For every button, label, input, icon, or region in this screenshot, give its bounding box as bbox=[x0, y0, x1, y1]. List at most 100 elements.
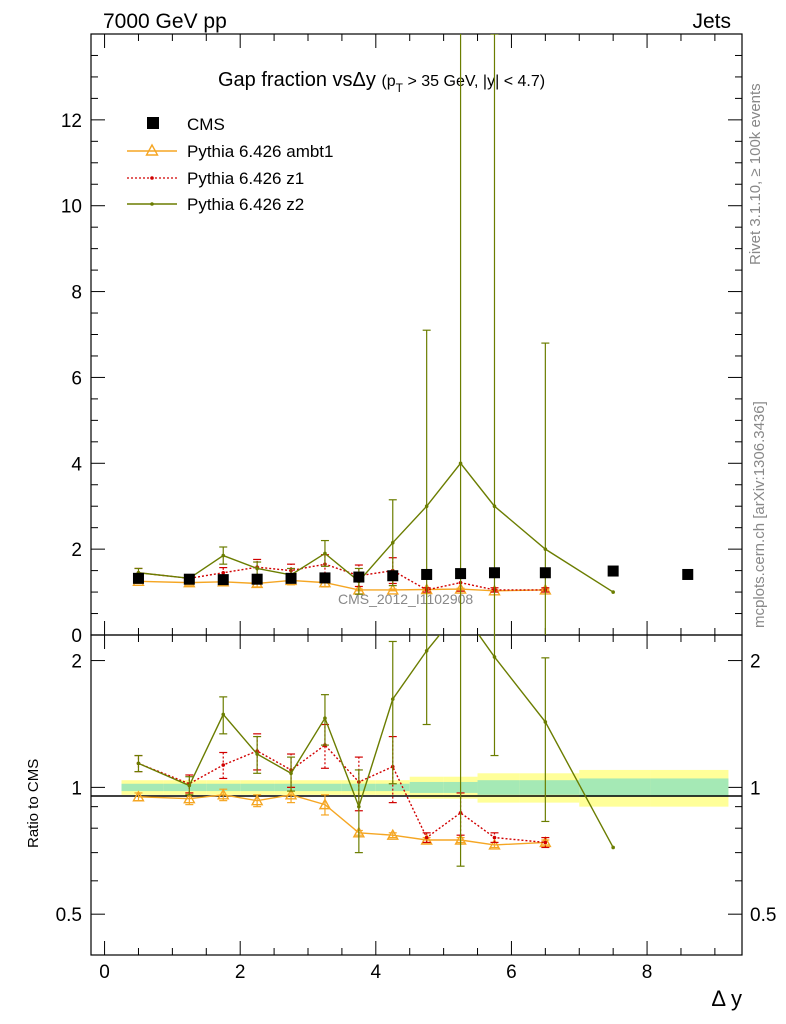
mcplots-label: mcplots.cern.ch [arXiv:1306.3436] bbox=[751, 401, 768, 628]
category-label: Jets bbox=[692, 10, 731, 33]
x-tick-label: 8 bbox=[642, 962, 653, 983]
cms-band-inner bbox=[650, 778, 729, 797]
cms-band-inner bbox=[477, 780, 520, 795]
point-z2 bbox=[255, 566, 259, 571]
ratio-point-ambt1 bbox=[488, 838, 501, 850]
title-cut-p: (p bbox=[381, 73, 395, 90]
plot-title: Gap fraction vsΔy (pT > 35 GeV, |y| < 4.… bbox=[218, 69, 545, 95]
main-y-tick-label: 6 bbox=[71, 368, 82, 389]
x-axis-label: Δ y bbox=[711, 986, 742, 1011]
ratio-y-axis-label: Ratio to CMS bbox=[25, 759, 42, 848]
point-z2 bbox=[424, 504, 429, 509]
cms-data-point bbox=[682, 568, 694, 580]
cms-data-point bbox=[183, 573, 195, 585]
point-z2 bbox=[221, 553, 226, 558]
legend-cms-label: CMS bbox=[187, 115, 225, 134]
ratio-y-tick-label-left: 2 bbox=[71, 652, 82, 673]
point-z2 bbox=[323, 551, 327, 556]
legend-ambt1-label: Pythia 6.426 ambt1 bbox=[187, 142, 333, 161]
energy-label: 7000 GeV pp bbox=[103, 10, 227, 33]
cms-band-inner bbox=[206, 783, 241, 792]
legend-ambt1-marker bbox=[145, 143, 159, 156]
cms-data-point bbox=[319, 572, 331, 584]
main-panel-marks bbox=[132, 34, 694, 635]
cms-band-inner bbox=[579, 778, 651, 797]
title-cut-rest: > 35 GeV, |y| < 4.7) bbox=[403, 73, 545, 90]
cms-data-point bbox=[353, 571, 365, 583]
point-z2 bbox=[390, 540, 395, 545]
cms-band-inner bbox=[308, 783, 342, 792]
legend-z1-marker bbox=[150, 176, 154, 180]
main-y-tick-label: 10 bbox=[61, 197, 82, 218]
point-z1 bbox=[221, 570, 226, 575]
cms-band-inner bbox=[375, 783, 410, 792]
cms-data-point bbox=[251, 573, 263, 585]
legend: CMS Pythia 6.426 ambt1 Pythia 6.426 z1 P… bbox=[127, 115, 333, 214]
point-z2 bbox=[458, 461, 463, 466]
ratio-frame bbox=[90, 634, 743, 956]
ratio-point-ambt1 bbox=[386, 828, 399, 840]
point-z2 bbox=[543, 547, 548, 551]
ratio-point-z1 bbox=[543, 840, 548, 845]
ratio-point-ambt1 bbox=[318, 798, 332, 810]
point-z2 bbox=[611, 590, 615, 594]
cms-data-point bbox=[132, 572, 144, 584]
series-line-ambt1 bbox=[138, 579, 546, 592]
ratio-y-tick-label-right: 1 bbox=[750, 778, 761, 799]
ratio-point-z2 bbox=[543, 720, 548, 724]
ratio-point-z1 bbox=[492, 835, 497, 840]
cms-uncertainty-band bbox=[121, 769, 729, 807]
rivet-label: Rivet 3.1.10, ≥ 100k events bbox=[747, 83, 764, 265]
ratio-point-z1 bbox=[221, 763, 226, 767]
ratio-y-tick-label-left: 1 bbox=[71, 778, 82, 799]
ratio-point-z1 bbox=[424, 835, 429, 840]
main-y-tick-label: 0 bbox=[71, 626, 82, 647]
cms-data-point bbox=[421, 568, 433, 580]
legend-z2-marker bbox=[150, 202, 154, 206]
ratio-y-tick-label-right: 2 bbox=[750, 652, 761, 673]
ratio-point-z2 bbox=[390, 697, 395, 701]
ratio-point-z2 bbox=[357, 804, 361, 809]
ratio-line-ambt1 bbox=[138, 794, 546, 846]
point-ambt1 bbox=[386, 583, 399, 595]
legend-z1-label: Pythia 6.426 z1 bbox=[187, 169, 304, 188]
ratio-point-z2 bbox=[289, 771, 293, 776]
title-main: Gap fraction vsΔy bbox=[218, 69, 376, 91]
ratio-point-ambt1 bbox=[132, 790, 145, 802]
main-y-tick-label: 2 bbox=[71, 540, 82, 561]
legend-z2-label: Pythia 6.426 z2 bbox=[187, 195, 304, 214]
main-y-tick-label: 12 bbox=[61, 111, 82, 132]
cms-band-inner bbox=[121, 783, 164, 792]
ratio-point-ambt1 bbox=[284, 788, 298, 800]
ratio-y-tick-label-left: 0.5 bbox=[56, 905, 82, 926]
ratio-point-z2 bbox=[611, 845, 615, 850]
main-y-tick-label: 4 bbox=[71, 454, 82, 475]
cms-band-inner bbox=[240, 783, 275, 792]
ratio-point-ambt1 bbox=[250, 794, 264, 806]
point-z2 bbox=[492, 504, 497, 509]
ratio-point-z2 bbox=[255, 752, 259, 756]
ratio-point-z2 bbox=[187, 783, 192, 788]
ratio-point-z2 bbox=[323, 716, 327, 720]
x-tick-label: 4 bbox=[371, 962, 382, 983]
cms-data-point bbox=[488, 567, 500, 579]
ratio-point-ambt1 bbox=[183, 792, 196, 804]
ratio-point-ambt1 bbox=[420, 833, 433, 845]
ratio-y-tick-label-right: 0.5 bbox=[750, 905, 776, 926]
ratio-point-ambt1 bbox=[217, 788, 230, 800]
ratio-panel-marks bbox=[132, 635, 615, 867]
cms-data-point bbox=[607, 565, 619, 577]
analysis-watermark: CMS_2012_I1102908 bbox=[338, 591, 473, 607]
x-tick-label: 2 bbox=[235, 962, 246, 983]
cms-data-point bbox=[217, 574, 229, 586]
cms-band-inner bbox=[163, 783, 207, 792]
ratio-point-z2 bbox=[136, 761, 141, 766]
ratio-point-z2 bbox=[221, 712, 226, 717]
x-tick-label: 6 bbox=[506, 962, 517, 983]
x-tick-label: 0 bbox=[99, 962, 110, 983]
cms-data-point bbox=[285, 572, 297, 584]
cms-band-inner bbox=[409, 781, 444, 793]
legend-cms-marker bbox=[147, 117, 159, 129]
